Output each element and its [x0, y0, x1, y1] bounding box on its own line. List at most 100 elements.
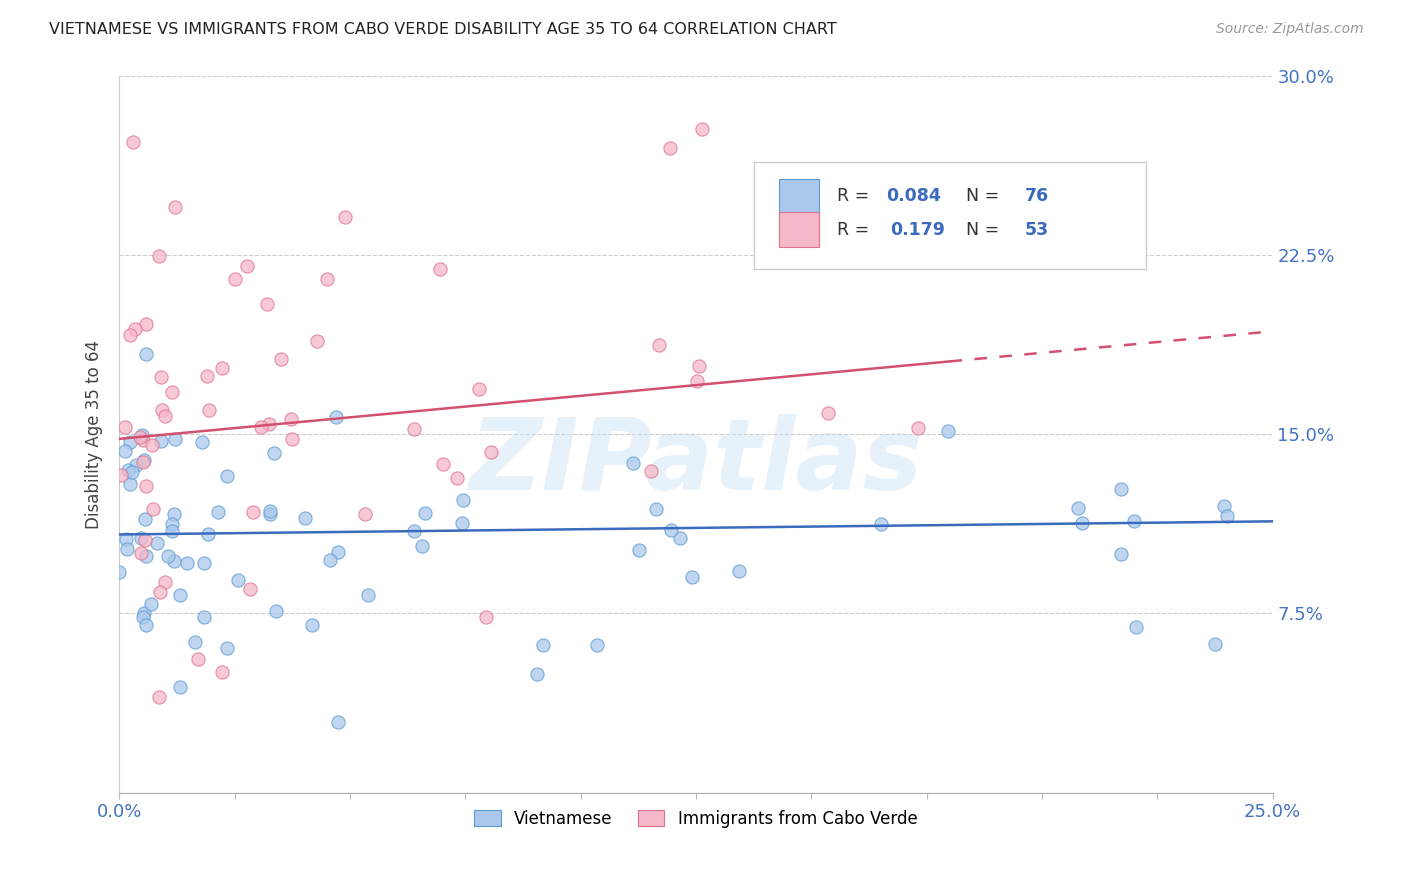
Point [108, 565, 131, 579]
Point [413, 506, 436, 520]
Point [648, 337, 671, 351]
Point [128, 430, 150, 444]
Point [328, 544, 350, 558]
Point [132, 452, 155, 467]
Point [114, 443, 136, 458]
Point [250, 419, 273, 434]
Point [869, 516, 891, 531]
Point [640, 464, 662, 478]
Point [328, 715, 350, 730]
Point [142, 502, 165, 516]
Point [257, 417, 280, 431]
Point [148, 249, 170, 263]
Point [1123, 514, 1146, 528]
Point [451, 492, 474, 507]
Point [134, 512, 156, 526]
Point [236, 259, 259, 273]
Point [131, 531, 153, 545]
Point [163, 554, 186, 568]
Point [134, 533, 156, 547]
FancyBboxPatch shape [779, 212, 820, 247]
Text: N =: N = [956, 220, 1005, 239]
Point [149, 585, 172, 599]
Point [211, 665, 233, 679]
Point [224, 271, 246, 285]
Point [146, 535, 169, 549]
Point [215, 640, 238, 655]
Point [190, 435, 212, 450]
Point [474, 610, 496, 624]
Point [727, 565, 749, 579]
Point [131, 546, 153, 560]
Text: ZIPatlas: ZIPatlas [470, 414, 922, 511]
Point [207, 505, 229, 519]
Point [141, 597, 163, 611]
Point [169, 680, 191, 694]
Point [160, 517, 183, 532]
Point [163, 432, 186, 446]
Point [132, 609, 155, 624]
Point [132, 455, 155, 469]
Text: N =: N = [956, 187, 1005, 205]
Point [668, 531, 690, 545]
Point [315, 271, 337, 285]
Point [1212, 499, 1234, 513]
Point [479, 444, 502, 458]
Point [163, 200, 186, 214]
Point [402, 422, 425, 436]
Point [135, 549, 157, 563]
Point [280, 411, 302, 425]
Point [131, 428, 153, 442]
Point [125, 458, 148, 472]
FancyBboxPatch shape [779, 178, 820, 213]
Point [193, 610, 215, 624]
Point [294, 511, 316, 525]
Point [114, 420, 136, 434]
Point [1204, 637, 1226, 651]
Point [1070, 516, 1092, 531]
Point [215, 468, 238, 483]
Point [1125, 620, 1147, 634]
Point [198, 403, 221, 417]
Point [817, 407, 839, 421]
Point [124, 322, 146, 336]
Point [150, 434, 173, 449]
Point [1216, 508, 1239, 523]
Point [1109, 482, 1132, 496]
Point [907, 421, 929, 435]
Point [242, 505, 264, 519]
Point [120, 434, 142, 449]
Point [259, 504, 281, 518]
Point [628, 542, 651, 557]
Point [118, 328, 141, 343]
Point [305, 334, 328, 348]
Point [117, 463, 139, 477]
Point [659, 140, 682, 154]
Point [153, 575, 176, 590]
Point [264, 604, 287, 618]
Point [117, 542, 139, 557]
Point [135, 347, 157, 361]
Point [429, 261, 451, 276]
Point [148, 690, 170, 704]
Point [354, 507, 377, 521]
Point [432, 457, 454, 471]
Point [110, 468, 132, 483]
Text: 0.084: 0.084 [886, 187, 941, 205]
Point [270, 352, 292, 367]
Point [135, 617, 157, 632]
Point [163, 507, 186, 521]
Point [256, 297, 278, 311]
Point [661, 523, 683, 537]
Point [134, 606, 156, 620]
Point [531, 638, 554, 652]
Point [319, 553, 342, 567]
Point [644, 501, 666, 516]
Point [685, 374, 707, 388]
Point [335, 211, 357, 225]
Point [621, 456, 644, 470]
Point [197, 368, 219, 383]
Point [135, 479, 157, 493]
Point [157, 549, 180, 563]
Point [162, 385, 184, 400]
